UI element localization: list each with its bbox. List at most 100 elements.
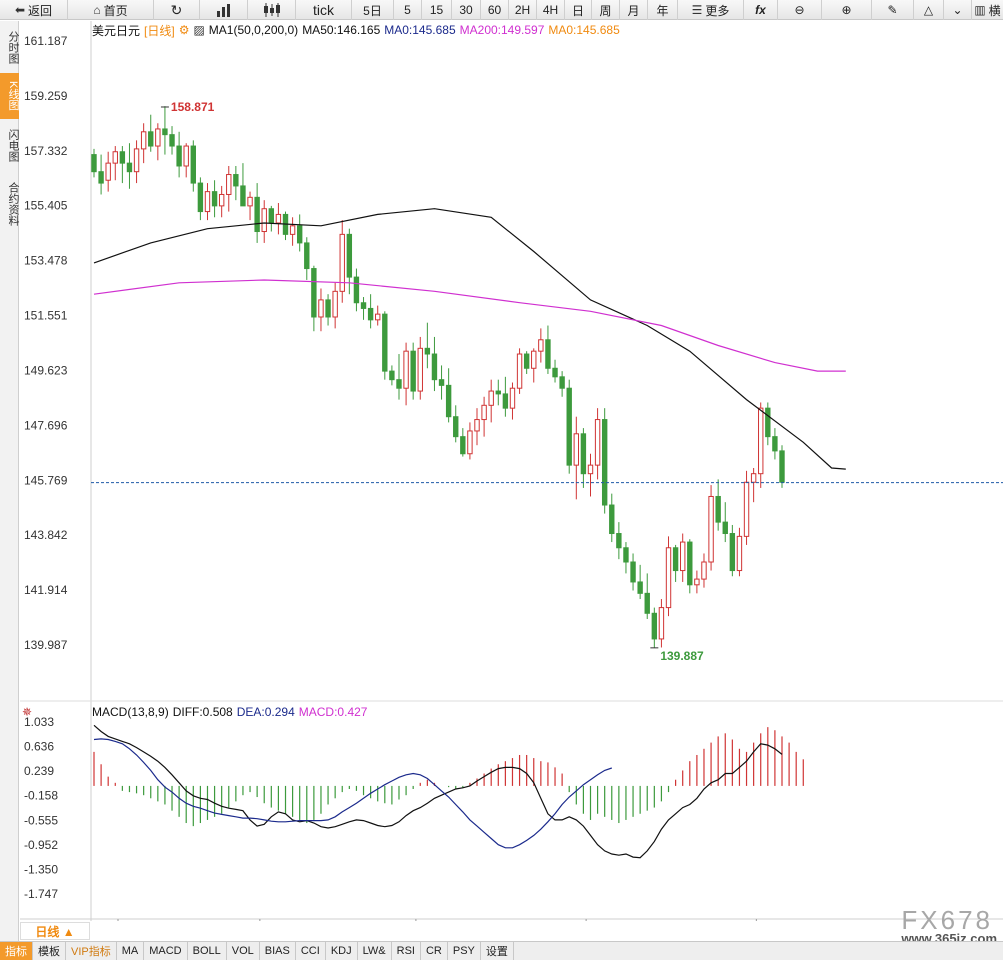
period-4h-button[interactable]: 4H bbox=[537, 0, 565, 20]
tab-kline[interactable]: K线图 bbox=[0, 73, 19, 119]
period-5day-button[interactable]: 5日 bbox=[352, 0, 394, 20]
period-2h-button[interactable]: 2H bbox=[509, 0, 537, 20]
candle-down bbox=[91, 154, 97, 173]
period-5-button[interactable]: 5 bbox=[394, 0, 422, 20]
tab-flash-chart[interactable]: 闪电图 bbox=[7, 128, 19, 162]
period-month-button[interactable]: 月 bbox=[620, 0, 648, 20]
side-tabs: 分时图 K线图 闪电图 合约资料 bbox=[0, 21, 19, 941]
tab-psy[interactable]: PSY bbox=[448, 942, 481, 960]
tab-lw[interactable]: LW& bbox=[358, 942, 392, 960]
candle-up bbox=[375, 313, 381, 321]
price-tick-label: 145.769 bbox=[24, 473, 68, 487]
candle-down bbox=[453, 416, 459, 438]
zoom-in-button[interactable]: ⊕ bbox=[822, 0, 872, 20]
candle-down bbox=[566, 387, 572, 466]
tab-indicators[interactable]: 指标 bbox=[0, 942, 33, 960]
candle-up bbox=[488, 390, 494, 406]
candle-up bbox=[289, 225, 296, 235]
macd-tick-label: 0.239 bbox=[24, 764, 54, 778]
candle-down bbox=[148, 131, 154, 147]
ma50-line bbox=[93, 208, 846, 470]
tab-kdj[interactable]: KDJ bbox=[326, 942, 358, 960]
tab-settings[interactable]: 设置 bbox=[481, 942, 514, 960]
home-icon: ⌂ bbox=[93, 3, 101, 17]
candle-down bbox=[162, 128, 168, 136]
candle-up bbox=[573, 433, 580, 466]
zoom-out-icon: ⊖ bbox=[794, 3, 805, 17]
candle-down bbox=[311, 268, 317, 318]
bar-chart-icon bbox=[216, 4, 230, 17]
candlestick-button[interactable] bbox=[248, 0, 296, 20]
candle-down bbox=[268, 208, 275, 224]
candle-up bbox=[694, 578, 700, 586]
tick-button[interactable]: tick bbox=[296, 0, 352, 20]
candle-up bbox=[680, 541, 686, 572]
candle-down bbox=[616, 533, 622, 549]
candle-up bbox=[516, 353, 523, 389]
price-tick-label: 147.696 bbox=[24, 418, 68, 432]
horizontal-layout-button[interactable]: ▥ 横 bbox=[974, 3, 1001, 18]
chevron-down-icon: ⌄ bbox=[952, 3, 963, 17]
candle-up bbox=[531, 350, 537, 369]
period-year-button[interactable]: 年 bbox=[648, 0, 678, 20]
candle-down bbox=[552, 367, 558, 378]
zoom-in-icon: ⊕ bbox=[841, 3, 852, 17]
period-30-button[interactable]: 30 bbox=[452, 0, 481, 20]
candle-up bbox=[275, 213, 282, 224]
back-button[interactable]: ⬅ 返回 bbox=[0, 0, 68, 20]
candle-down bbox=[495, 390, 501, 395]
candle-down bbox=[169, 134, 175, 147]
tab-bias[interactable]: BIAS bbox=[260, 942, 296, 960]
tab-cr[interactable]: CR bbox=[421, 942, 448, 960]
period-15-button[interactable]: 15 bbox=[422, 0, 452, 20]
tab-vol[interactable]: VOL bbox=[227, 942, 260, 960]
indicator-tabs-bar: 指标 模板 VIP指标 MA MACD BOLL VOL BIAS CCI KD… bbox=[0, 941, 1003, 960]
candle-up bbox=[133, 148, 140, 173]
ma200-line bbox=[93, 279, 846, 372]
chart-area[interactable]: 161.187 159.259 157.332 155.405 153.478 151.5… bbox=[20, 21, 1003, 921]
price-tick-label: 153.478 bbox=[24, 254, 68, 268]
candle-down bbox=[240, 185, 246, 207]
price-tick-label: 143.842 bbox=[24, 528, 68, 542]
bar-chart-button[interactable] bbox=[200, 0, 248, 20]
back-arrow-icon: ⬅ bbox=[14, 3, 26, 17]
refresh-button[interactable]: ↻ bbox=[154, 0, 200, 20]
ma0-value: MA0:145.685 bbox=[384, 23, 456, 37]
tab-templates[interactable]: 模板 bbox=[33, 942, 66, 960]
tab-vip-indicators[interactable]: VIP指标 bbox=[66, 942, 117, 960]
period-day-button[interactable]: 日 bbox=[565, 0, 592, 20]
candle-up bbox=[318, 299, 324, 318]
candle-down bbox=[722, 521, 728, 535]
tab-contract-info[interactable]: 合约资料 bbox=[7, 182, 19, 226]
tab-rsi[interactable]: RSI bbox=[392, 942, 421, 960]
indicator-settings-icon[interactable]: ✵ bbox=[22, 705, 33, 719]
tab-boll[interactable]: BOLL bbox=[188, 942, 227, 960]
draw-pen-button[interactable]: ✎ bbox=[872, 0, 914, 20]
diff-value: DIFF:0.508 bbox=[172, 705, 233, 719]
candle-down bbox=[438, 379, 445, 386]
zoom-out-button[interactable]: ⊖ bbox=[778, 0, 822, 20]
settings-gear-icon[interactable]: ⚙ bbox=[178, 23, 190, 37]
tab-ma[interactable]: MA bbox=[117, 942, 145, 960]
tab-macd[interactable]: MACD bbox=[144, 942, 188, 960]
candle-down bbox=[119, 151, 126, 164]
dropdown-button[interactable]: ⌄ bbox=[944, 0, 972, 20]
candle-up bbox=[140, 131, 147, 150]
more-button[interactable]: ☰ 更多 bbox=[678, 0, 744, 20]
home-button[interactable]: ⌂ 首页 bbox=[68, 0, 154, 20]
price-tick-label: 161.187 bbox=[24, 34, 68, 48]
shape-tool-button[interactable]: △ bbox=[914, 0, 944, 20]
candle-up bbox=[538, 339, 544, 352]
period-selector-button[interactable]: 日线 ▲ bbox=[20, 922, 90, 940]
tab-cci[interactable]: CCI bbox=[296, 942, 326, 960]
period-week-button[interactable]: 周 bbox=[592, 0, 620, 20]
period-60-button[interactable]: 60 bbox=[481, 0, 509, 20]
formula-button[interactable]: fx bbox=[744, 0, 778, 20]
kline-chart[interactable]: 161.187 159.259 157.332 155.405 153.478 151.5… bbox=[20, 21, 1003, 921]
candle-up bbox=[758, 407, 764, 475]
refresh-icon: ↻ bbox=[170, 1, 183, 18]
main-legend: 美元日元 [日线] ⚙ ▨ MA1(50,0,200,0) MA50:146.1… bbox=[92, 23, 624, 38]
candle-up bbox=[403, 350, 409, 389]
tab-time-sharing[interactable]: 分时图 bbox=[7, 30, 19, 64]
candle-up bbox=[708, 495, 714, 563]
